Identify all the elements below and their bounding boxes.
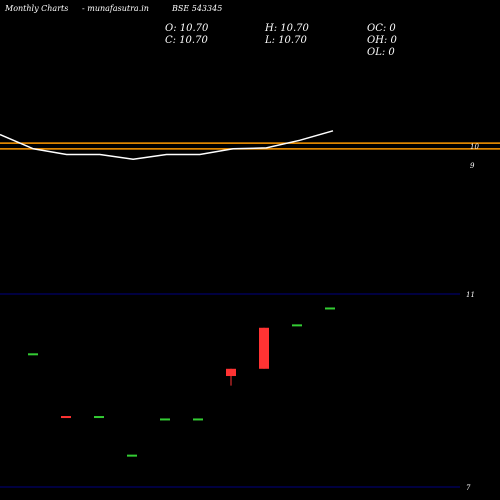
symbol-label: BSE 543345 bbox=[171, 4, 222, 13]
candle bbox=[94, 416, 104, 419]
candle bbox=[325, 307, 335, 310]
candle-panel: 11 7 bbox=[0, 291, 475, 492]
oc-value: OC: 0 bbox=[367, 23, 396, 34]
candle bbox=[292, 324, 302, 327]
close-value: C: 10.70 bbox=[165, 35, 208, 46]
open-value: O: 10.70 bbox=[165, 23, 209, 34]
candle bbox=[28, 353, 38, 356]
oh-value: OH: 0 bbox=[367, 35, 397, 46]
candle bbox=[61, 416, 71, 419]
price-tick-label: 10 bbox=[470, 143, 479, 151]
candle-tick-label: 11 bbox=[466, 291, 475, 299]
candle-tick-label: 7 bbox=[466, 484, 471, 492]
ol-value: OL: 0 bbox=[367, 47, 395, 58]
low-value: L: 10.70 bbox=[264, 35, 307, 46]
price-panel: 10 9 bbox=[0, 130, 500, 170]
brand-label: Monthly Charts bbox=[4, 4, 68, 13]
price-line bbox=[0, 130, 334, 161]
site-label: - munafasutra.in bbox=[82, 4, 149, 13]
candle bbox=[127, 454, 137, 457]
candle bbox=[259, 327, 269, 369]
high-value: H: 10.70 bbox=[264, 23, 310, 34]
candle bbox=[226, 368, 236, 377]
candle bbox=[193, 418, 203, 421]
price-tick-label: 9 bbox=[470, 162, 475, 170]
candle bbox=[160, 418, 170, 421]
